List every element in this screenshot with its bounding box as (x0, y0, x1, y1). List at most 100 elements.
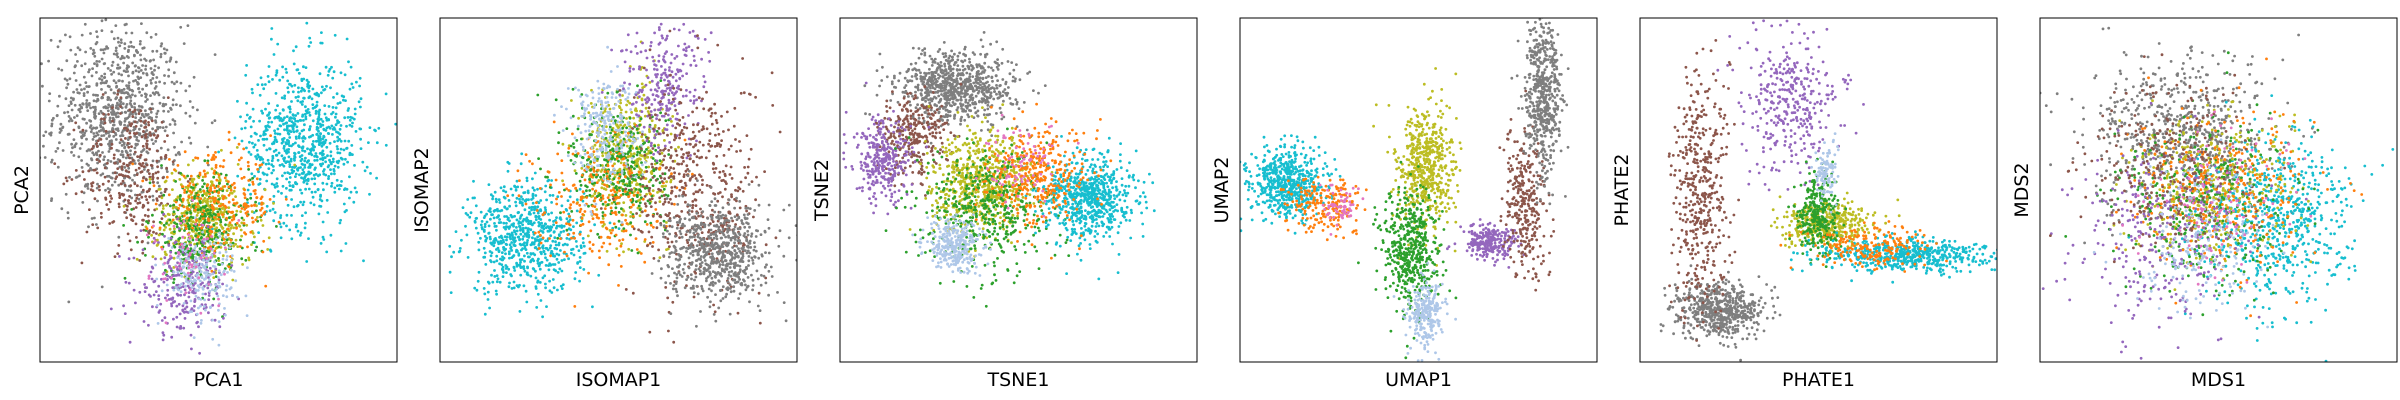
scatter-point (571, 87, 575, 91)
scatter-point (112, 153, 116, 157)
scatter-point (551, 194, 555, 197)
scatter-point (541, 276, 545, 280)
scatter-point (230, 254, 234, 257)
scatter-point (567, 257, 570, 261)
scatter-point (139, 58, 143, 62)
scatter-point (576, 262, 579, 265)
scatter-point (544, 208, 547, 212)
scatter-point (343, 139, 347, 143)
scatter-point (111, 119, 114, 123)
scatter-point (189, 243, 193, 247)
scatter-point (636, 195, 639, 199)
scatter-point (189, 174, 193, 178)
scatter-point (338, 137, 341, 141)
scatter-point (161, 207, 165, 210)
scatter-point (274, 73, 278, 77)
scatter-point (101, 93, 105, 96)
scatter-point (124, 111, 128, 114)
scatter-point (138, 201, 142, 205)
scatter-point (321, 162, 325, 166)
scatter-point (589, 160, 593, 164)
scatter-point (569, 144, 573, 148)
scatter-point (217, 343, 221, 347)
scatter-point (343, 116, 347, 120)
scatter-point (109, 69, 112, 72)
scatter-point (149, 67, 153, 70)
scatter-point (274, 92, 278, 95)
scatter-point (122, 204, 126, 208)
scatter-point (43, 156, 47, 159)
scatter-point (187, 295, 191, 299)
scatter-point (216, 294, 220, 298)
scatter-point (182, 219, 186, 223)
scatter-point (647, 151, 650, 155)
scatter-point (625, 126, 628, 130)
scatter-point (301, 139, 305, 143)
scatter-point (145, 142, 148, 146)
scatter-point (151, 255, 155, 259)
scatter-point (77, 125, 81, 129)
scatter-point (228, 246, 232, 250)
scatter-point (518, 217, 522, 220)
scatter-point (138, 162, 141, 166)
scatter-point (525, 271, 529, 275)
scatter-point (336, 165, 340, 169)
scatter-point (294, 172, 298, 176)
scatter-point (112, 156, 116, 160)
scatter-point (495, 228, 498, 232)
scatter-point (84, 81, 88, 84)
scatter-point (72, 138, 76, 142)
scatter-point (190, 234, 193, 238)
scatter-point (560, 259, 564, 262)
scatter-point (80, 136, 84, 140)
scatter-point (502, 226, 506, 229)
scatter-point (127, 74, 130, 78)
scatter-point (151, 213, 154, 217)
scatter-point (186, 222, 190, 226)
scatter-point (639, 117, 643, 121)
scatter-point (203, 192, 206, 196)
scatter-point (58, 94, 61, 98)
scatter-point (256, 215, 259, 219)
scatter-point (193, 197, 196, 200)
scatter-point (524, 233, 527, 236)
scatter-point (152, 220, 156, 224)
scatter-point (129, 99, 133, 103)
scatter-point (129, 184, 133, 188)
scatter-point (119, 138, 123, 142)
scatter-point (112, 79, 116, 82)
scatter-point (209, 256, 213, 259)
scatter-point (508, 281, 511, 285)
scatter-point (172, 224, 176, 228)
scatter-point (142, 176, 145, 180)
scatter-point (296, 112, 300, 115)
scatter-point (477, 240, 481, 244)
scatter-point (129, 149, 132, 153)
scatter-point (155, 197, 159, 201)
scatter-point (476, 231, 480, 235)
scatter-point (261, 224, 265, 227)
scatter-point (526, 239, 529, 242)
scatter-point (560, 226, 564, 229)
scatter-point (158, 195, 161, 198)
scatter-point (154, 290, 158, 293)
scatter-point (165, 48, 169, 52)
scatter-point (152, 230, 155, 234)
scatter-point (307, 89, 311, 93)
scatter-point (186, 216, 189, 220)
scatter-point (250, 204, 254, 208)
scatter-point (268, 147, 271, 151)
scatter-point (136, 240, 140, 244)
scatter-point (64, 33, 67, 37)
scatter-point (65, 59, 69, 63)
scatter-point (318, 204, 321, 208)
scatter-point (375, 176, 378, 180)
scatter-point (163, 256, 167, 260)
scatter-point (336, 147, 339, 151)
scatter-point (323, 112, 327, 116)
scatter-point (493, 275, 497, 278)
scatter-point (126, 50, 130, 53)
scatter-point (133, 173, 137, 177)
scatter-point (544, 264, 548, 267)
scatter-point (322, 170, 325, 173)
